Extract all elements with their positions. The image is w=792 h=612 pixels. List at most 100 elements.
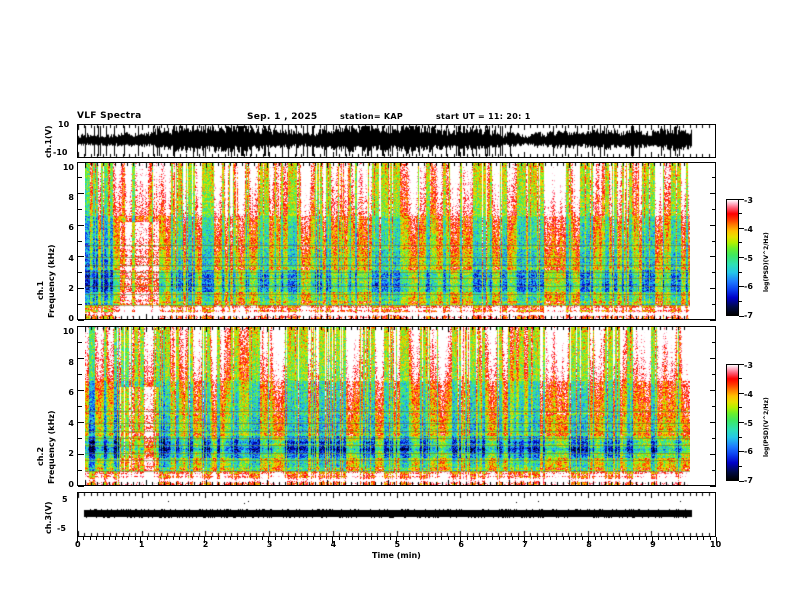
time-minor-tick xyxy=(370,537,372,540)
time-tickmark-8 xyxy=(587,537,589,543)
time-minor-tick xyxy=(153,537,155,540)
time-minor-tick xyxy=(377,537,379,540)
freq-tickmark xyxy=(78,287,84,289)
freq-tickmark xyxy=(712,405,716,407)
time-minor-tick xyxy=(562,537,564,540)
time-minor-tick xyxy=(409,537,411,540)
ch2-spectrogram-image xyxy=(85,327,690,485)
freq-tickmark xyxy=(78,303,82,305)
ch3-wave-ytick-5: 5 xyxy=(62,495,68,504)
time-minor-tick xyxy=(217,537,219,540)
time-minor-tick xyxy=(255,537,257,540)
ch2-spectrogram-panel xyxy=(77,326,716,486)
time-minor-tick xyxy=(677,537,679,540)
time-tick-4: 4 xyxy=(330,540,337,549)
time-minor-tick xyxy=(211,537,213,540)
cbticks1-1: -4 xyxy=(744,224,753,234)
time-tick-8: 8 xyxy=(586,540,592,549)
cbticks2-0: -3 xyxy=(744,361,753,370)
time-minor-tick xyxy=(696,537,698,540)
station-label: station= KAP xyxy=(340,112,404,121)
time-minor-tick xyxy=(613,537,615,540)
freq-tickmark xyxy=(78,389,84,391)
time-minor-tick xyxy=(511,537,513,540)
time-minor-tick xyxy=(326,537,328,540)
freq-tickmark xyxy=(78,357,84,359)
time-minor-tick xyxy=(549,537,551,540)
freq-tickmark xyxy=(710,421,716,423)
time-minor-tick xyxy=(262,537,264,540)
freq-tickmark xyxy=(78,341,82,343)
time-minor-tick xyxy=(492,537,494,540)
colorbar-tickmark xyxy=(739,480,744,482)
ch1-waveform-ylabel: ch.1(V) xyxy=(44,125,53,158)
time-minor-tick xyxy=(517,537,519,540)
freq-tickmark xyxy=(710,193,716,195)
freq-tickmark xyxy=(78,161,84,163)
freq-tickmark xyxy=(78,240,82,242)
ch1-waveform-panel xyxy=(77,124,716,158)
time-minor-tick xyxy=(89,537,91,540)
freq-tickmark xyxy=(78,421,84,423)
time-minor-tick xyxy=(338,537,340,540)
time-minor-tick xyxy=(223,537,225,540)
yticks2-0: 10 xyxy=(62,327,74,336)
time-tickmark-3 xyxy=(268,537,270,543)
time-minor-tick xyxy=(690,537,692,540)
ch2-colorbar xyxy=(726,364,739,481)
freq-tickmark xyxy=(710,161,716,163)
freq-tickmark xyxy=(78,319,84,321)
time-minor-tick xyxy=(230,537,232,540)
ch3-waveform-ylabel: ch.3(V) xyxy=(44,501,53,534)
ch2-spectrogram-ylabel-frequency: Frequency (kHz) xyxy=(47,410,56,484)
freq-tickmark xyxy=(710,485,716,487)
time-tickmark-7 xyxy=(523,537,525,543)
ch1-colorbar xyxy=(726,199,739,316)
time-tickmark-5 xyxy=(396,537,397,543)
time-minor-tick xyxy=(575,537,577,540)
time-minor-tick xyxy=(185,537,187,540)
time-tick-3: 3 xyxy=(266,540,273,549)
colorbar-tickmark xyxy=(739,407,742,409)
time-minor-tick xyxy=(620,537,622,540)
colorbar-tickmark xyxy=(739,242,742,244)
freq-tickmark xyxy=(78,224,84,226)
colorbar-tickmark xyxy=(739,227,744,229)
time-minor-tick xyxy=(703,537,705,540)
time-minor-tick xyxy=(684,537,686,540)
ch1-spectrogram-ylabel-channel: ch.1 xyxy=(36,280,45,300)
time-minor-tick xyxy=(441,537,443,540)
time-minor-tick xyxy=(351,537,353,540)
freq-tickmark xyxy=(78,256,84,258)
freq-tickmark xyxy=(710,256,716,258)
time-tickmark-2 xyxy=(204,537,206,543)
time-minor-tick xyxy=(121,537,123,540)
colorbar-tickmark xyxy=(739,198,744,200)
freq-tickmark xyxy=(710,319,716,321)
colorbar-tickmark xyxy=(739,363,744,365)
time-minor-tick xyxy=(632,537,634,540)
freq-tickmark xyxy=(712,240,716,242)
time-minor-tick xyxy=(383,537,385,540)
ch3-wave-ytick-neg5: -5 xyxy=(57,524,66,533)
ch1-wave-ytick-10: 10 xyxy=(58,120,70,129)
time-tickmark-10 xyxy=(715,537,717,543)
time-minor-tick xyxy=(658,537,660,540)
time-minor-tick xyxy=(179,537,181,540)
time-axis-label: Time (min) xyxy=(372,551,421,560)
yticks1-4: 2 xyxy=(68,283,74,293)
ch1-colorbar-label: log(PSD)(V^2/Hz) xyxy=(763,232,770,292)
colorbar-tickmark xyxy=(739,271,742,273)
time-minor-tick xyxy=(300,537,302,540)
time-tick-9: 9 xyxy=(650,540,656,549)
freq-tickmark xyxy=(78,469,82,471)
freq-tickmark xyxy=(710,224,716,226)
freq-tickmark xyxy=(710,357,716,359)
ch1-spectrogram-ylabel-frequency: Frequency (kHz) xyxy=(47,244,56,318)
time-minor-tick xyxy=(671,537,673,540)
time-tick-7: 7 xyxy=(522,540,528,549)
time-minor-tick xyxy=(192,537,194,540)
freq-tickmark xyxy=(712,341,716,343)
time-tickmark-0 xyxy=(76,537,78,543)
